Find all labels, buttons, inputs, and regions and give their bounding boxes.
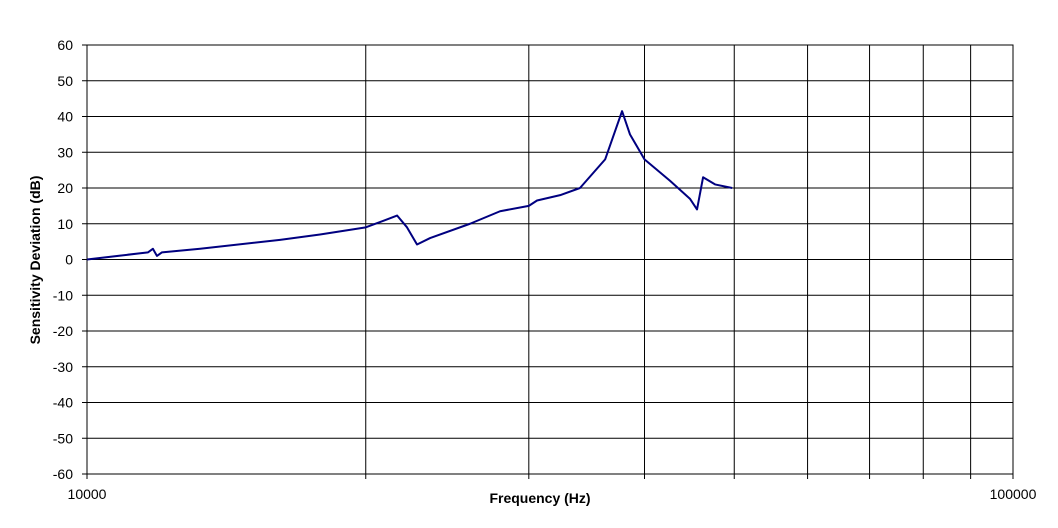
y-tick-label: 60: [57, 37, 73, 53]
y-tick-label: -40: [53, 395, 73, 411]
y-tick-label: -10: [53, 287, 73, 303]
y-tick-label: 40: [57, 109, 73, 125]
y-tick-label: -60: [53, 466, 73, 482]
y-tick-label: 50: [57, 73, 73, 89]
y-tick-label: 30: [57, 144, 73, 160]
x-tick-label: 100000: [990, 486, 1037, 502]
y-axis-label: Sensitivity Deviation (dB): [27, 176, 43, 345]
y-tick-label: 10: [57, 216, 73, 232]
y-tick-label: 20: [57, 180, 73, 196]
x-tick-label: 10000: [68, 486, 107, 502]
y-tick-label: -30: [53, 359, 73, 375]
y-tick-label: -20: [53, 323, 73, 339]
x-axis-label: Frequency (Hz): [489, 490, 590, 506]
data-line: [86, 110, 733, 261]
y-tick-label: -50: [53, 430, 73, 446]
y-tick-label: 0: [65, 252, 73, 268]
